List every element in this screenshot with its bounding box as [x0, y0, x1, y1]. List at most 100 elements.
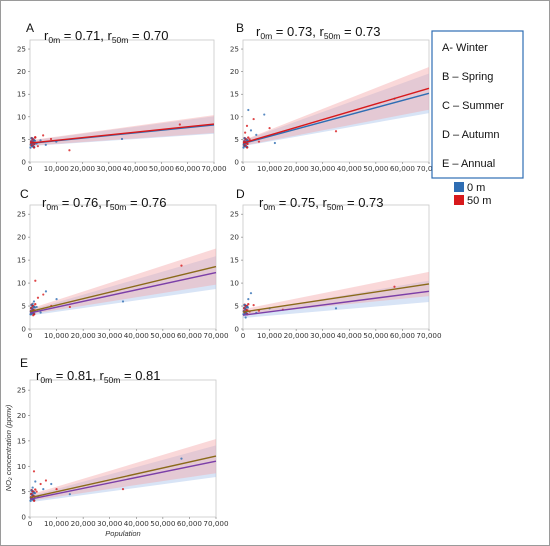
x-tick-label: 20,000 [70, 164, 96, 173]
data-point [42, 134, 45, 137]
y-tick-label: 25 [17, 386, 26, 395]
x-tick-label: 20,000 [71, 331, 97, 340]
fit-line-50m [242, 87, 430, 144]
r-subscript: 50m [327, 202, 344, 212]
r-subscript: 50m [112, 35, 129, 45]
r-text: = 0.70 [128, 28, 168, 43]
r-text: = 0.71, r [60, 28, 112, 43]
y-tick-label: 0 [234, 325, 239, 334]
r-text: = 0.73 [340, 24, 380, 39]
y-tick-label: 15 [230, 90, 239, 99]
x-tick-label: 70,000 [416, 164, 442, 173]
data-point [32, 313, 36, 316]
legend-season-label: A- Winter [442, 42, 488, 54]
y-tick-label: 20 [17, 411, 27, 420]
panel-letter: C [20, 187, 29, 201]
data-point [334, 130, 338, 133]
panel-letter: A [26, 21, 34, 35]
panel-c: 0 5 10 15 20 25 0 10,000 20,000 30,000 40,000 50,00… [17, 187, 229, 340]
plot-area [29, 39, 215, 163]
y-tick-label: 25 [230, 210, 239, 219]
data-point [245, 124, 249, 127]
data-point [121, 300, 125, 303]
fit-line-50m [242, 283, 430, 313]
data-point [242, 146, 245, 149]
r-text: = 0.81 [120, 368, 160, 383]
y-tick-label: 0 [234, 158, 239, 167]
panel-b: 0 5 10 15 20 25 0 10,000 20,000 30,000 40,000 50,00… [230, 21, 442, 173]
data-point [49, 137, 53, 141]
data-point [121, 487, 125, 491]
data-point [34, 303, 37, 306]
y-tick-label: 5 [234, 302, 239, 311]
y-tick-label: 15 [17, 436, 26, 445]
x-tick-label: 60,000 [175, 164, 201, 173]
data-point [68, 493, 71, 496]
plot-area [29, 379, 217, 518]
data-point [44, 290, 48, 293]
r-subscript: 0m [40, 375, 52, 385]
data-point [42, 487, 45, 491]
data-point [257, 140, 261, 143]
data-point [252, 117, 255, 121]
data-point [247, 303, 250, 306]
r-annotation: r0m = 0.81, r50m = 0.81 [36, 368, 161, 385]
y-tick-label: 25 [230, 45, 239, 54]
r-subscript: 0m [263, 202, 275, 212]
data-point [32, 470, 36, 473]
x-tick-label: 70,000 [201, 164, 227, 173]
legend-season-label: C – Summer [442, 100, 504, 112]
x-tick-label: 10,000 [44, 519, 70, 528]
y-tick-label: 15 [230, 256, 239, 265]
r-text: = 0.73 [343, 195, 383, 210]
plot-area [242, 39, 430, 163]
y-tick-label: 5 [21, 135, 26, 144]
data-point [44, 479, 48, 482]
data-point [34, 279, 37, 282]
r-subscript: 0m [260, 31, 272, 41]
x-tick-label: 0 [28, 519, 33, 528]
data-point [32, 139, 35, 142]
data-point [178, 123, 181, 126]
r-annotation: r0m = 0.73, r50m = 0.73 [256, 24, 381, 41]
fit-line-50m [29, 455, 217, 499]
band-0m [30, 445, 216, 503]
x-tick-label: 30,000 [310, 331, 336, 340]
x-tick-label: 50,000 [363, 164, 389, 173]
legend-season-label: D – Autumn [442, 129, 499, 141]
x-tick-label: 40,000 [337, 331, 363, 340]
data-point [29, 313, 32, 316]
x-tick-label: 40,000 [123, 164, 149, 173]
data-point [248, 138, 251, 141]
y-tick-label: 25 [17, 210, 26, 219]
x-tick-label: 10,000 [44, 164, 70, 173]
panel-letter: E [20, 356, 28, 370]
legend-swatch-50m [454, 195, 464, 205]
data-point [255, 133, 258, 136]
x-tick-label: 0 [28, 164, 33, 173]
r-text: r [42, 195, 47, 210]
data-point [29, 146, 32, 149]
data-point [31, 486, 34, 489]
x-tick-label: 60,000 [177, 519, 203, 528]
data-point [68, 305, 71, 309]
data-point [42, 293, 45, 296]
data-point [36, 296, 40, 299]
data-point [244, 131, 247, 134]
legend-series-label: 0 m [467, 182, 485, 194]
panel-a: 0 5 10 15 20 25 0 10,000 20,000 30,000 40,000 50,00… [17, 21, 227, 173]
y-tick-label: 0 [21, 513, 26, 522]
y-tick-label: 5 [234, 135, 239, 144]
data-point [244, 316, 247, 319]
data-point [268, 127, 271, 130]
r-subscript: 0m [48, 35, 60, 45]
data-point [32, 491, 35, 494]
data-point [245, 139, 248, 142]
fit-line-0m [29, 460, 217, 500]
x-tick-label: 50,000 [149, 164, 175, 173]
x-tick-label: 10,000 [44, 331, 70, 340]
r-text: = 0.76, r [58, 195, 110, 210]
r-text: = 0.75, r [275, 195, 327, 210]
r-text: = 0.81, r [52, 368, 104, 383]
x-tick-label: 0 [241, 164, 246, 173]
